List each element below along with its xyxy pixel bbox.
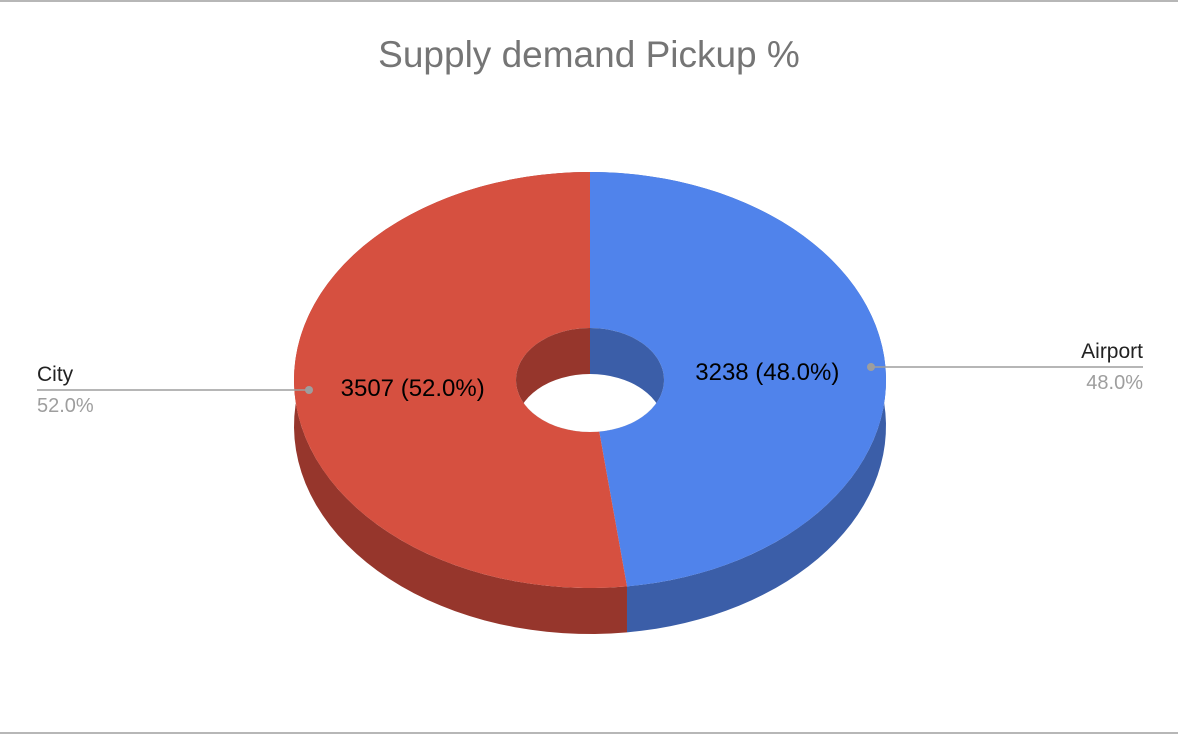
donut-hole [516,374,664,432]
data-label-airport: 3238 (48.0%) [695,359,839,386]
data-label-city: 3507 (52.0%) [341,375,485,402]
slice-top-city [294,172,627,588]
chart-title: Supply demand Pickup % [378,34,800,75]
slice-top-airport [590,172,886,587]
callout-percent-airport: 48.0% [1086,372,1143,394]
callout-name-city: City [37,363,74,386]
callout-name-airport: Airport [1081,340,1143,363]
callout-percent-city: 52.0% [37,395,94,417]
